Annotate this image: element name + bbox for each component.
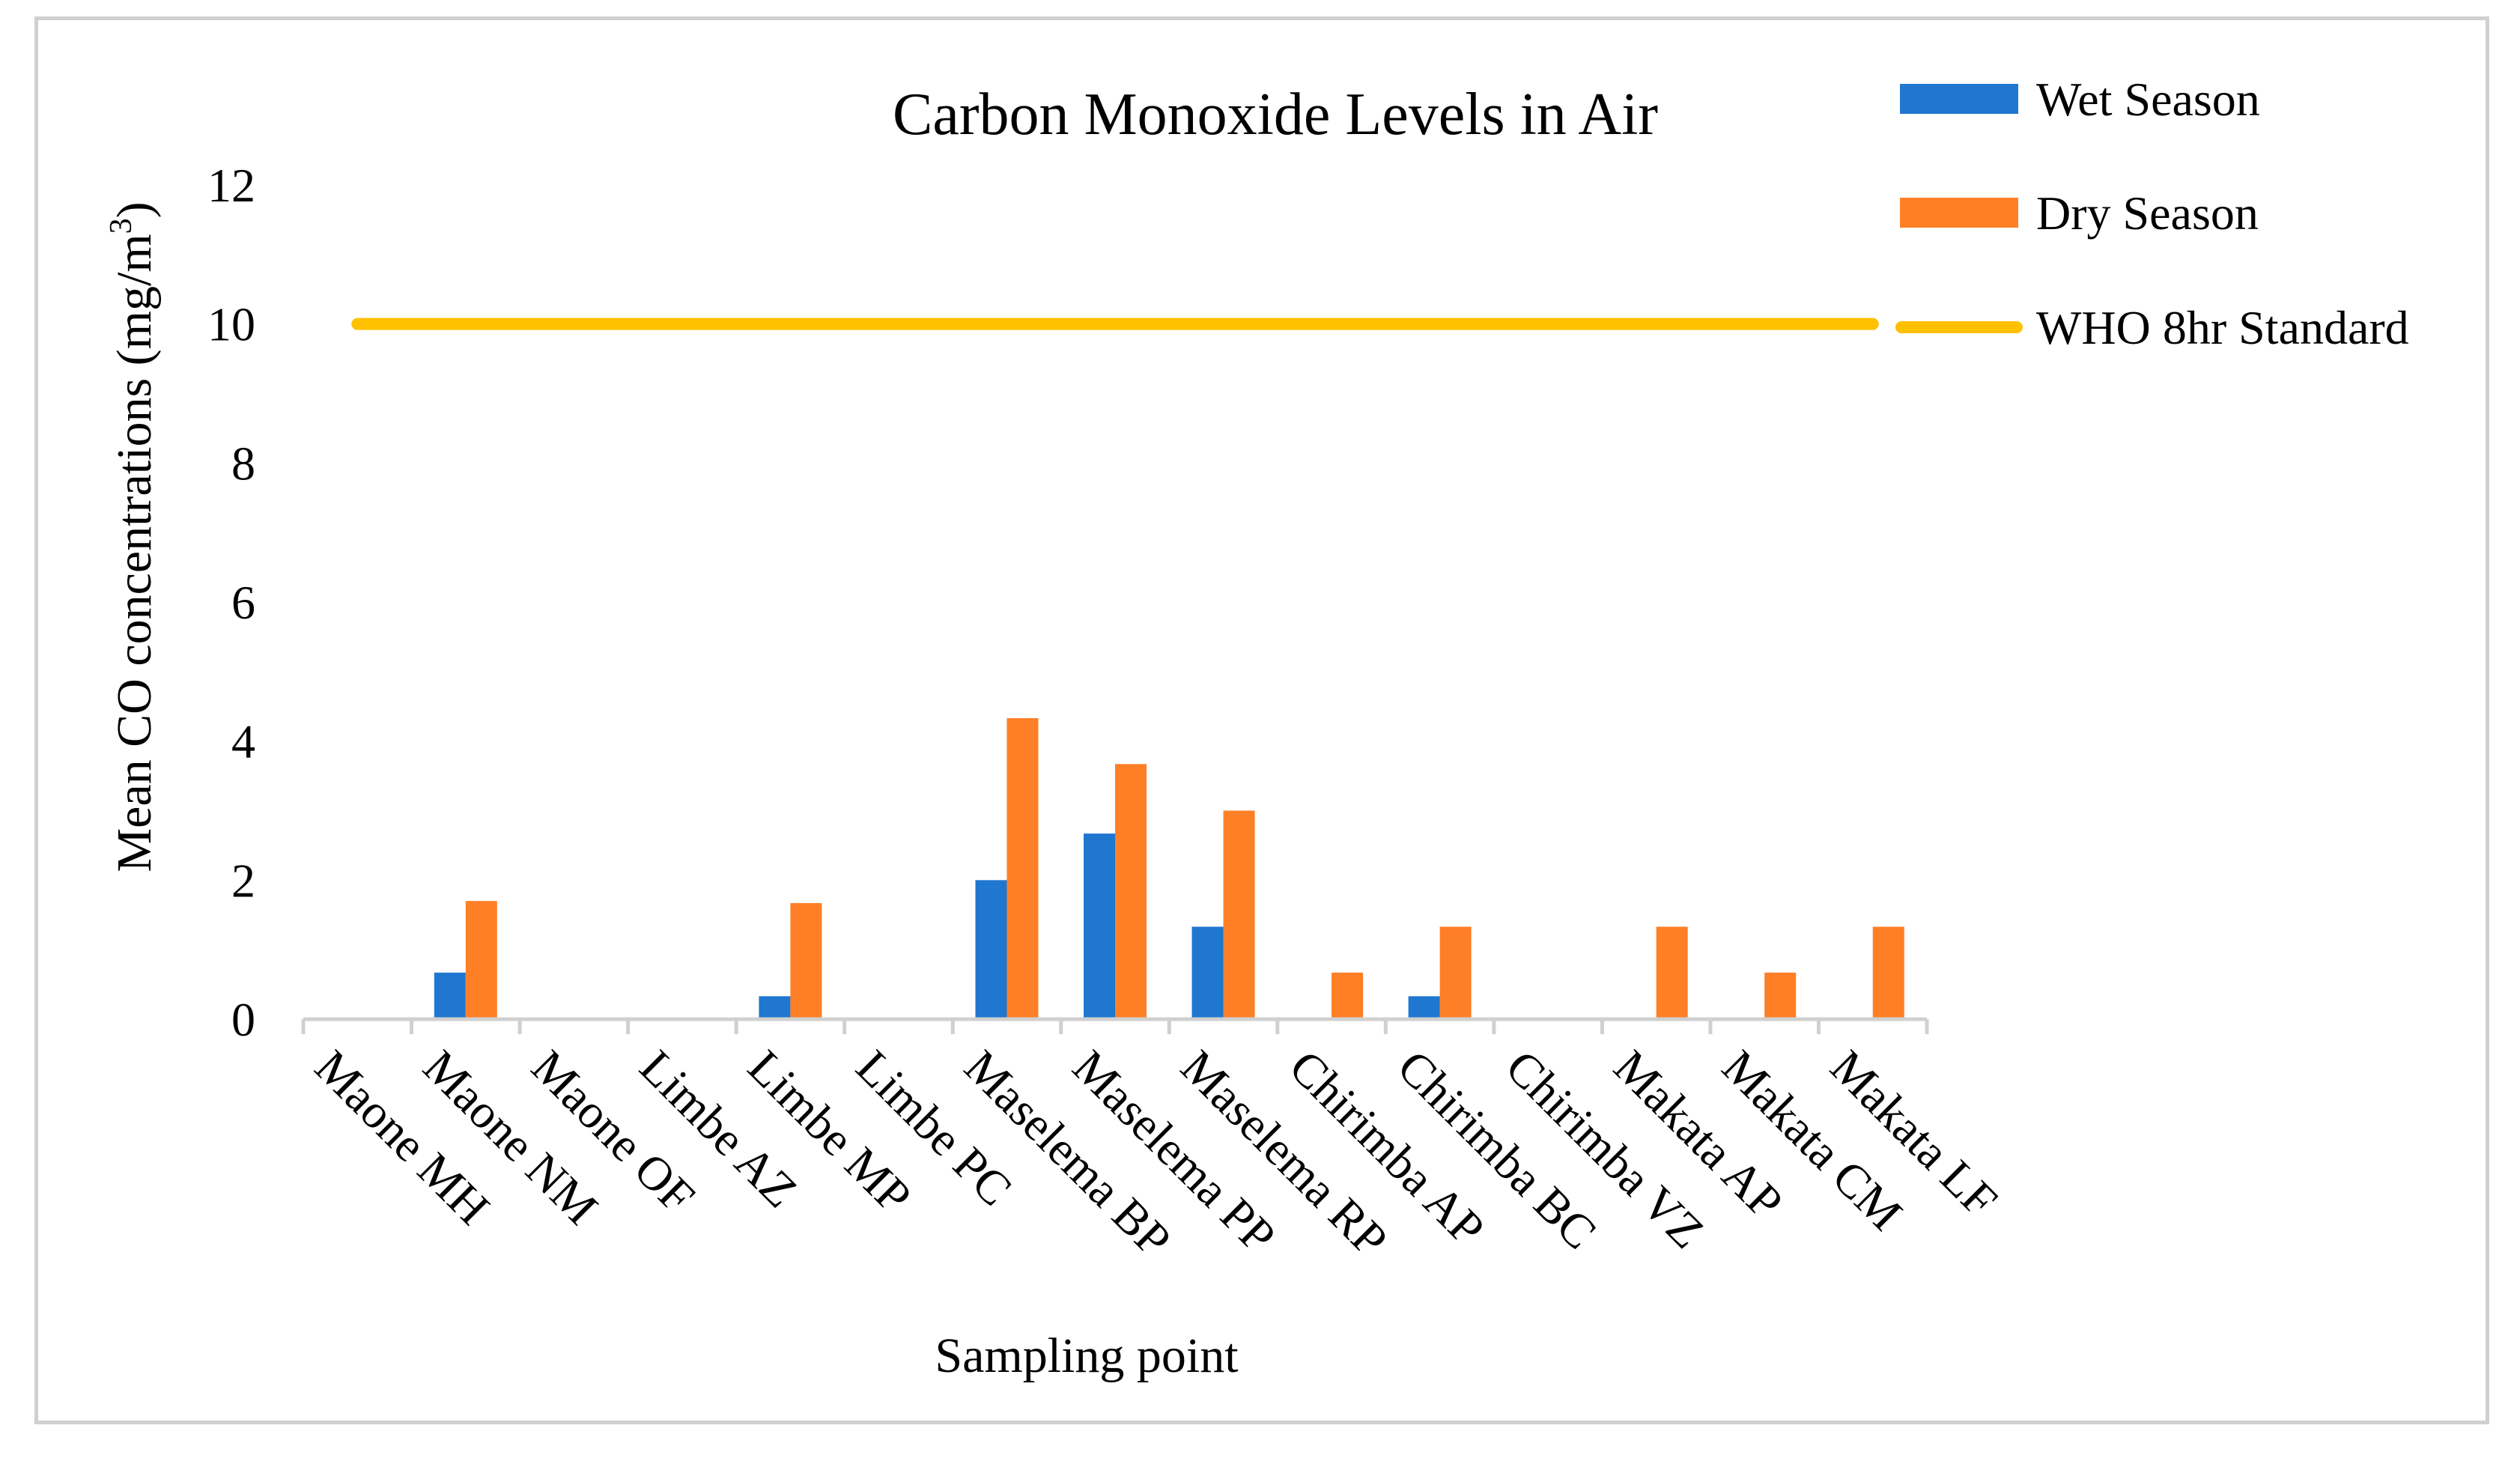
wet-season-bar (759, 996, 791, 1019)
y-axis-title: Mean CO concentrations (mg/m3) (104, 201, 162, 872)
dry-season-bar (790, 902, 822, 1019)
wet-season-bar (1191, 926, 1224, 1019)
legend: Wet Season Dry Season WHO 8hr Standard (1895, 73, 2409, 354)
dry-season-bar (1439, 926, 1472, 1019)
wet-season-bar (1084, 833, 1115, 1019)
y-tick-label: 10 (207, 298, 255, 351)
chart-frame: Carbon Monoxide Levels in Air Mean CO co… (34, 16, 2489, 1424)
dry-season-bar (1223, 810, 1255, 1019)
y-tick-label: 0 (231, 993, 255, 1046)
legend-swatch (1900, 84, 2018, 114)
wet-season-bar (434, 972, 466, 1019)
dry-season-bar (1115, 764, 1147, 1019)
y-axis-title-suffix: ) (107, 201, 162, 218)
chart-svg: Carbon Monoxide Levels in Air Mean CO co… (104, 73, 2409, 1383)
y-axis-title-superscript: 3 (104, 218, 139, 234)
y-tick-label: 4 (231, 715, 255, 768)
wet-season-bar (975, 880, 1007, 1019)
dry-season-bar (1656, 926, 1688, 1019)
dry-season-bar (465, 901, 497, 1019)
legend-label: Wet Season (2036, 73, 2260, 126)
legend-swatch (1900, 198, 2018, 228)
legend-label: Dry Season (2036, 186, 2259, 240)
y-axis-title-main: Mean CO concentrations (mg/m (107, 234, 162, 872)
wet-season-bar (1408, 996, 1440, 1019)
x-axis (301, 1017, 1929, 1034)
dry-season-bar (1332, 972, 1364, 1019)
legend-label: WHO 8hr Standard (2036, 301, 2409, 354)
y-tick-label: 8 (231, 437, 255, 490)
chart-title: Carbon Monoxide Levels in Air (893, 82, 1658, 148)
x-axis-title: Sampling point (935, 1328, 1238, 1383)
bar-group (434, 718, 1904, 1019)
y-axis-ticks: 0 2 4 6 8 10 12 (207, 159, 255, 1046)
dry-season-bar (1007, 718, 1039, 1019)
dry-season-bar (1764, 972, 1797, 1019)
dry-season-bar (1872, 926, 1904, 1019)
y-tick-label: 6 (231, 576, 255, 629)
y-tick-label: 12 (207, 159, 255, 212)
y-tick-label: 2 (231, 854, 255, 907)
